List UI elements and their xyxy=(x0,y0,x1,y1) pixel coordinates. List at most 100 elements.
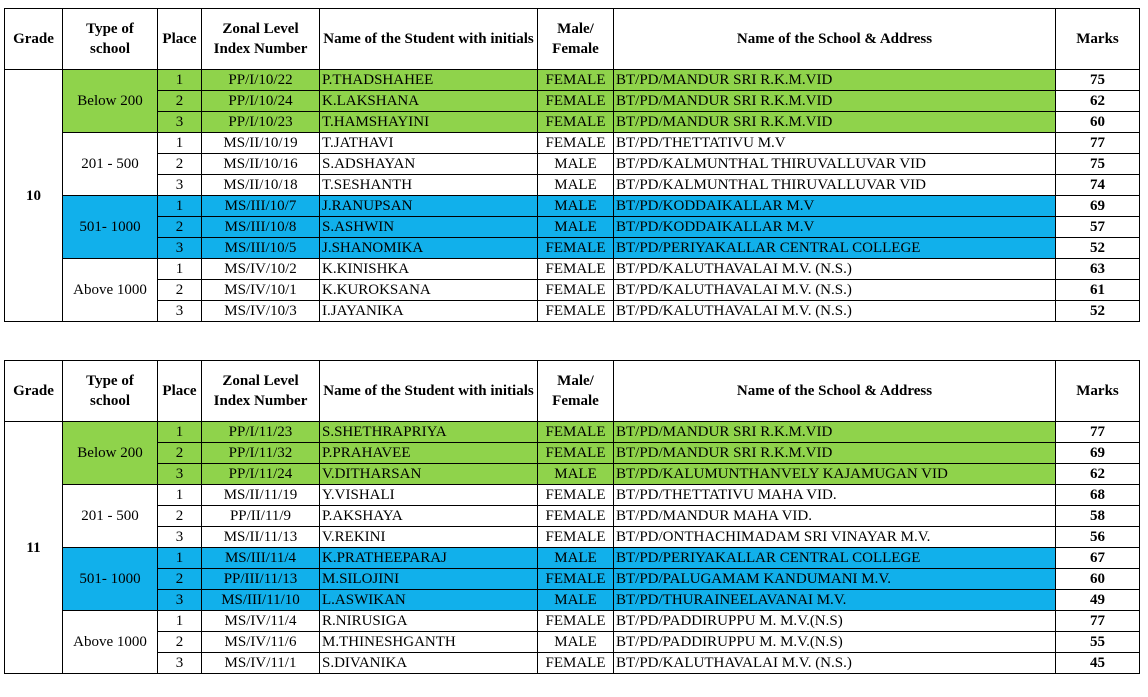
table-row: 11 Below 200 1 PP/I/11/23 S.SHETHRAPRIYA FEMA… xyxy=(4,421,1140,674)
marks-cell: 49 xyxy=(1055,589,1140,611)
place-cell: 1 xyxy=(157,421,202,443)
index-number-cell: PP/I/10/24 xyxy=(201,90,320,112)
marks-cell: 52 xyxy=(1055,300,1140,322)
marks-cell: 63 xyxy=(1055,258,1140,280)
school-address-cell: BT/PD/PADDIRUPPU M. M.V.(N.S) xyxy=(613,610,1056,632)
results-table-grade-11: Grade Type of school Place Zonal Level Inde… xyxy=(4,360,1140,674)
place-cell: 3 xyxy=(157,111,202,133)
marks-cell: 75 xyxy=(1055,153,1140,175)
school-address-cell: BT/PD/MANDUR SRI R.K.M.VID xyxy=(613,111,1056,133)
place-cell: 1 xyxy=(157,132,202,154)
school-type-cell: Above 1000 xyxy=(62,610,158,674)
place-cell: 3 xyxy=(157,652,202,674)
header-name: Name of the Student with initials xyxy=(319,360,538,422)
header-row: Grade Type of school Place Zonal Level Inde… xyxy=(4,360,1140,422)
table-row: 2 MS/II/10/16 S.ADSHAYAN MALE BT/PD/KALMUNTH… xyxy=(5,153,1140,175)
marks-cell: 45 xyxy=(1055,652,1140,674)
header-name: Name of the Student with initials xyxy=(319,8,538,70)
student-name-cell: T.HAMSHAYINI xyxy=(319,111,538,133)
table-row: 2 PP/III/11/13 M.SILOJINI FEMALE BT/PD/PALUG… xyxy=(5,568,1140,590)
place-cell: 2 xyxy=(157,568,202,590)
place-cell: 2 xyxy=(157,153,202,175)
header-gender: Male/ Female xyxy=(537,8,614,70)
school-address-cell: BT/PD/THURAINEELAVANAI M.V. xyxy=(613,589,1056,611)
place-cell: 2 xyxy=(157,216,202,238)
gender-cell: FEMALE xyxy=(537,237,614,259)
student-name-cell: S.SHETHRAPRIYA xyxy=(319,421,538,443)
school-address-cell: BT/PD/THETTATIVU MAHA VID. xyxy=(613,484,1056,506)
school-address-cell: BT/PD/KODDAIKALLAR M.V xyxy=(613,216,1056,238)
student-name-cell: M.THINESHGANTH xyxy=(319,631,538,653)
header-type: Type of school xyxy=(62,360,158,422)
school-address-cell: BT/PD/PADDIRUPPU M. M.V.(N.S) xyxy=(613,631,1056,653)
table-row: 3 MS/II/10/18 T.SESHANTH MALE BT/PD/KALMUNTH… xyxy=(5,174,1140,196)
table-row: 501- 1000 1 MS/III/11/4 K.PRATHEEPARAJ MALE B… xyxy=(5,547,1140,611)
student-name-cell: J.RANUPSAN xyxy=(319,195,538,217)
place-cell: 2 xyxy=(157,505,202,527)
index-number-cell: PP/I/10/22 xyxy=(201,69,320,91)
header-row: Grade Type of school Place Zonal Level Inde… xyxy=(4,8,1140,70)
student-name-cell: J.SHANOMIKA xyxy=(319,237,538,259)
school-address-cell: BT/PD/MANDUR SRI R.K.M.VID xyxy=(613,90,1056,112)
student-name-cell: K.LAKSHANA xyxy=(319,90,538,112)
school-type-cell: 201 - 500 xyxy=(62,132,158,196)
header-place: Place xyxy=(157,360,202,422)
gender-cell: FEMALE xyxy=(537,69,614,91)
index-number-cell: PP/I/11/32 xyxy=(201,442,320,464)
marks-cell: 61 xyxy=(1055,279,1140,301)
place-cell: 2 xyxy=(157,442,202,464)
place-cell: 3 xyxy=(157,174,202,196)
index-number-cell: PP/I/11/24 xyxy=(201,463,320,485)
table-row: 3 MS/III/10/5 J.SHANOMIKA FEMALE BT/PD/PERIY… xyxy=(5,237,1140,259)
header-index: Zonal Level Index Number xyxy=(201,8,320,70)
index-number-cell: MS/II/10/19 xyxy=(201,132,320,154)
place-cell: 1 xyxy=(157,547,202,569)
student-name-cell: S.ASHWIN xyxy=(319,216,538,238)
place-cell: 3 xyxy=(157,589,202,611)
school-address-cell: BT/PD/PALUGAMAM KANDUMANI M.V. xyxy=(613,568,1056,590)
student-name-cell: P.THADSHAHEE xyxy=(319,69,538,91)
marks-cell: 67 xyxy=(1055,547,1140,569)
index-number-cell: MS/IV/11/1 xyxy=(201,652,320,674)
gender-cell: FEMALE xyxy=(537,132,614,154)
gender-cell: FEMALE xyxy=(537,568,614,590)
gender-cell: FEMALE xyxy=(537,652,614,674)
place-cell: 1 xyxy=(157,69,202,91)
marks-cell: 77 xyxy=(1055,421,1140,443)
index-number-cell: MS/IV/10/3 xyxy=(201,300,320,322)
table-row: 2 PP/II/11/9 P.AKSHAYA FEMALE BT/PD/MANDUR M… xyxy=(5,505,1140,527)
marks-cell: 77 xyxy=(1055,610,1140,632)
student-name-cell: K.PRATHEEPARAJ xyxy=(319,547,538,569)
table-row: 3 MS/IV/10/3 I.JAYANIKA FEMALE BT/PD/KALUTHA… xyxy=(5,300,1140,322)
results-table-grade-10: Grade Type of school Place Zonal Level Inde… xyxy=(4,8,1140,322)
header-marks: Marks xyxy=(1055,360,1140,422)
school-address-cell: BT/PD/KALUTHAVALAI M.V. (N.S.) xyxy=(613,300,1056,322)
index-number-cell: MS/III/10/5 xyxy=(201,237,320,259)
school-type-cell: Below 200 xyxy=(62,421,158,485)
student-name-cell: S.ADSHAYAN xyxy=(319,153,538,175)
index-number-cell: PP/II/11/9 xyxy=(201,505,320,527)
table-row: 3 PP/I/10/23 T.HAMSHAYINI FEMALE BT/PD/MANDU… xyxy=(5,111,1140,133)
header-type: Type of school xyxy=(62,8,158,70)
marks-cell: 60 xyxy=(1055,568,1140,590)
marks-cell: 58 xyxy=(1055,505,1140,527)
place-cell: 1 xyxy=(157,610,202,632)
grade-cell: 10 xyxy=(4,69,63,322)
gender-cell: FEMALE xyxy=(537,300,614,322)
gender-cell: MALE xyxy=(537,174,614,196)
gender-cell: MALE xyxy=(537,631,614,653)
student-name-cell: K.KINISHKA xyxy=(319,258,538,280)
index-number-cell: MS/II/10/16 xyxy=(201,153,320,175)
school-address-cell: BT/PD/MANDUR SRI R.K.M.VID xyxy=(613,421,1056,443)
gender-cell: MALE xyxy=(537,463,614,485)
school-address-cell: BT/PD/PERIYAKALLAR CENTRAL COLLEGE xyxy=(613,547,1056,569)
header-gender: Male/ Female xyxy=(537,360,614,422)
school-address-cell: BT/PD/MANDUR MAHA VID. xyxy=(613,505,1056,527)
table-row: 3 MS/IV/11/1 S.DIVANIKA FEMALE BT/PD/KALUTHA… xyxy=(5,652,1140,674)
index-number-cell: MS/IV/10/1 xyxy=(201,279,320,301)
gender-cell: FEMALE xyxy=(537,610,614,632)
marks-cell: 69 xyxy=(1055,195,1140,217)
gender-cell: MALE xyxy=(537,547,614,569)
place-cell: 1 xyxy=(157,195,202,217)
school-address-cell: BT/PD/MANDUR SRI R.K.M.VID xyxy=(613,442,1056,464)
